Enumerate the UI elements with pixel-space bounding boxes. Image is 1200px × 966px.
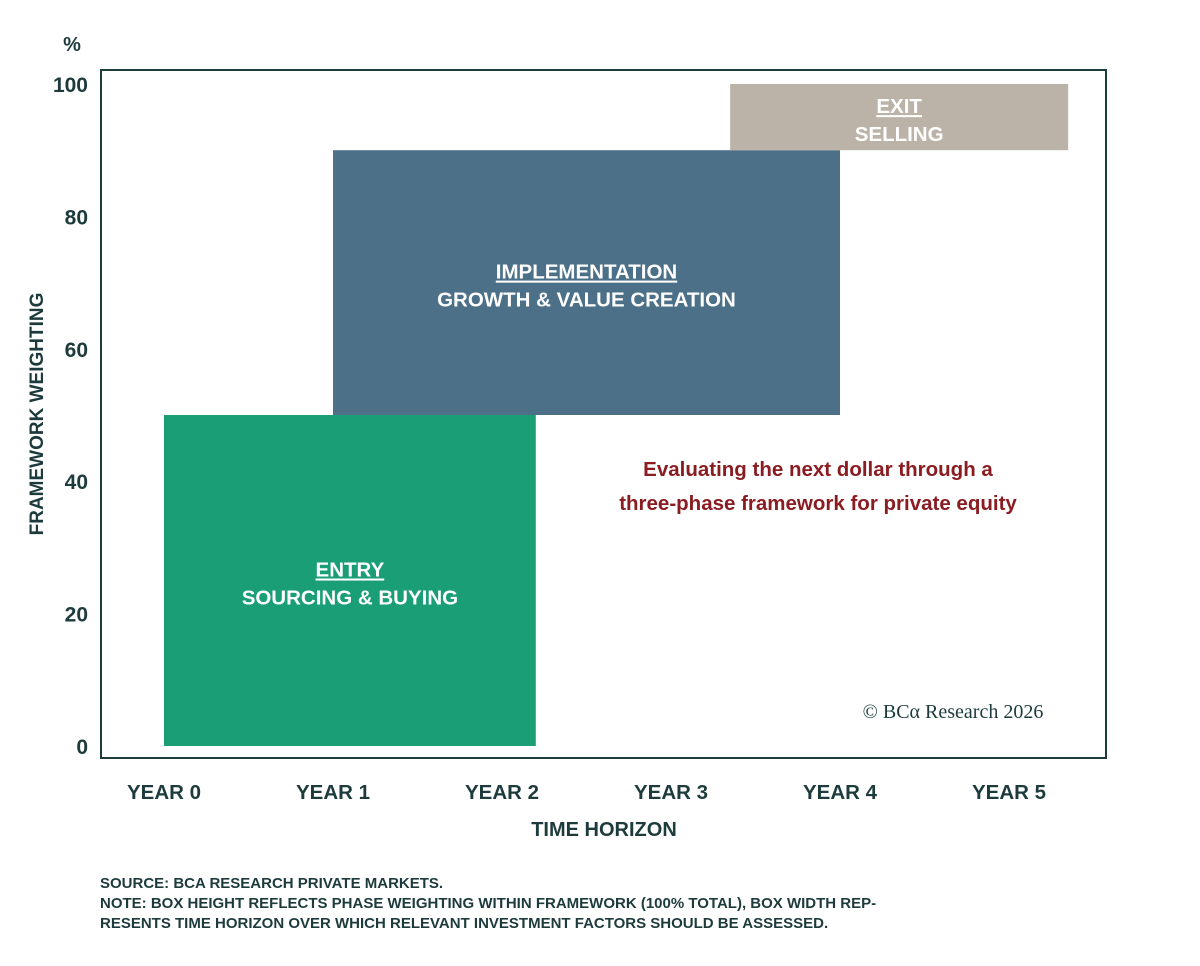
y-axis-unit: % — [63, 34, 81, 56]
entry-title: ENTRY — [316, 559, 385, 582]
exit-subtitle: SELLING — [855, 123, 944, 146]
y-axis-label: FRAMEWORK WEIGHTING — [27, 293, 48, 536]
y-tick-label: 100 — [53, 74, 88, 97]
y-tick-label: 40 — [65, 471, 88, 494]
entry-subtitle: SOURCING & BUYING — [242, 587, 458, 610]
annotation-line-1: Evaluating the next dollar through a — [643, 458, 993, 481]
y-axis-ticks: 0 20 40 60 80 100 — [53, 74, 88, 759]
exit-box — [730, 84, 1069, 151]
implementation-subtitle: GROWTH & VALUE CREATION — [437, 289, 736, 312]
annotation-line-2: three-phase framework for private equity — [619, 492, 1017, 515]
note-line-1: NOTE: BOX HEIGHT REFLECTS PHASE WEIGHTIN… — [100, 895, 877, 912]
x-tick-label: YEAR 5 — [972, 781, 1046, 804]
x-axis-ticks: YEAR 0 YEAR 1 YEAR 2 YEAR 3 YEAR 4 YEAR 5 — [127, 781, 1046, 804]
exit-title: EXIT — [876, 95, 922, 118]
phase-boxes: ENTRY SOURCING & BUYING IMPLEMENTATION GROW… — [164, 84, 1069, 746]
x-tick-label: YEAR 1 — [296, 781, 370, 804]
x-tick-label: YEAR 3 — [634, 781, 708, 804]
plot-frame — [100, 69, 1107, 759]
x-axis-label: TIME HORIZON — [531, 819, 677, 841]
chart: ENTRY SOURCING & BUYING IMPLEMENTATION GROW… — [27, 34, 1107, 841]
y-tick-label: 0 — [76, 736, 88, 759]
note-line-2: RESENTS TIME HORIZON OVER WHICH RELEVANT… — [100, 915, 829, 932]
x-tick-label: YEAR 0 — [127, 781, 201, 804]
x-tick-label: YEAR 2 — [465, 781, 539, 804]
y-tick-label: 60 — [65, 339, 88, 362]
source-note: SOURCE: BCA RESEARCH PRIVATE MARKETS. — [100, 875, 444, 892]
entry-box — [164, 415, 536, 746]
x-tick-label: YEAR 4 — [803, 781, 878, 804]
copyright-text: © BCα Research 2026 — [863, 701, 1044, 723]
y-tick-label: 80 — [65, 206, 88, 229]
implementation-title: IMPLEMENTATION — [496, 261, 677, 284]
y-tick-label: 20 — [65, 604, 88, 627]
implementation-box — [333, 150, 840, 415]
